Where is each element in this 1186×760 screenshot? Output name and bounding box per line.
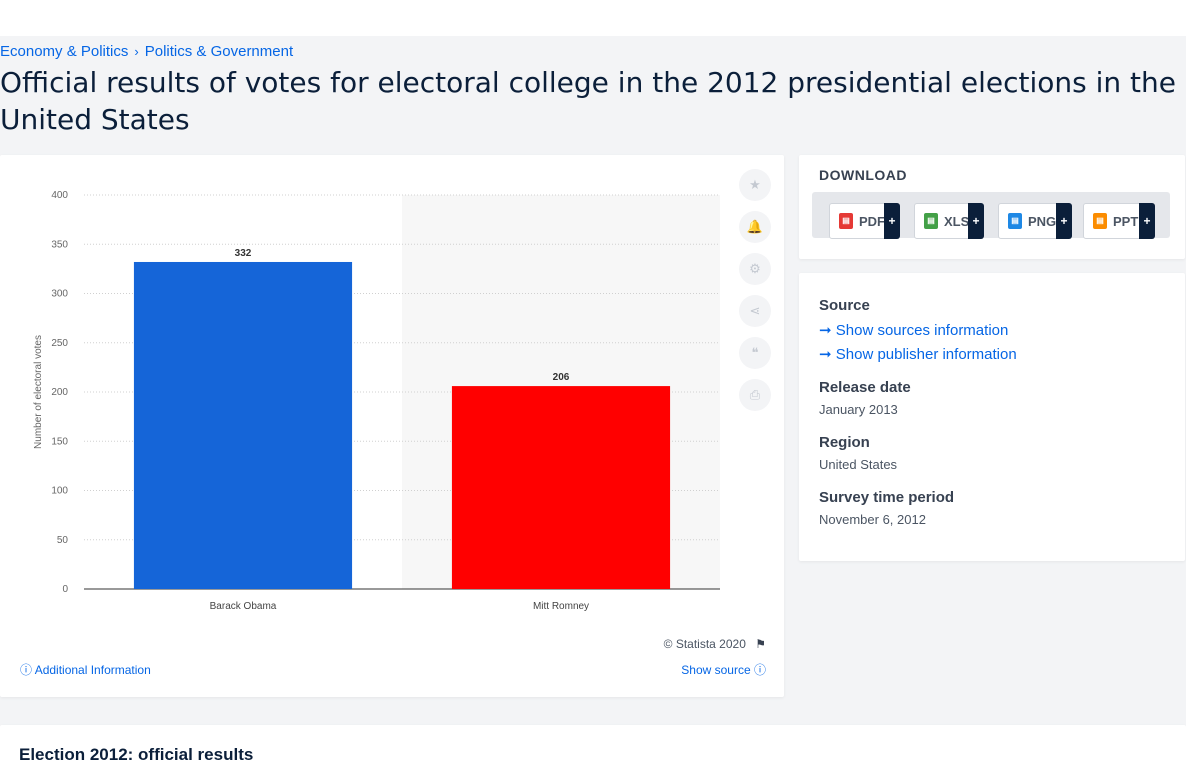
gear-icon[interactable]: ⚙ [739, 253, 771, 285]
quote-icon[interactable]: ❝ [739, 337, 771, 369]
plus-icon[interactable]: + [968, 203, 984, 239]
download-pdf-button[interactable]: ▤ PDF + [829, 203, 900, 239]
download-xls-button[interactable]: ▤ XLS + [914, 203, 984, 239]
release-date-label: Release date [819, 379, 911, 396]
png-file-icon: ▤ [1008, 213, 1022, 229]
related-content-card: Election 2012: official results [0, 725, 1186, 760]
breadcrumb-item-economy[interactable]: Economy & Politics [0, 43, 129, 60]
x-tick-label: Mitt Romney [533, 601, 589, 612]
print-icon[interactable]: ⎙ [739, 379, 771, 411]
breadcrumb: Economy & Politics › Politics & Governme… [0, 43, 293, 60]
arrow-right-icon: ➞ [819, 322, 832, 339]
xls-file-icon: ▤ [924, 213, 938, 229]
arrow-right-icon: ➞ [819, 346, 832, 363]
download-pdf-label: PDF [859, 213, 885, 229]
download-heading: DOWNLOAD [819, 167, 907, 183]
show-publisher-link[interactable]: ➞ Show publisher information [819, 345, 1017, 363]
info-circle-icon: ⓘ [20, 663, 33, 677]
bar-chart: 0 50 100 150 200 250 300 350 400 Number of electo… [33, 190, 720, 612]
show-source-label: Show source [681, 663, 751, 677]
data-label: 206 [553, 372, 570, 383]
additional-information-link[interactable]: ⓘ Additional Information [20, 661, 151, 678]
region-label: Region [819, 434, 870, 451]
y-tick-label: 200 [51, 387, 68, 398]
copyright-label: © Statista 2020 [663, 637, 746, 651]
statistic-info-card: Source ➞ Show sources information ➞ Show… [799, 273, 1185, 561]
copyright-text: © Statista 2020 ⚑ [664, 637, 766, 651]
bar-barack-obama [133, 261, 353, 589]
y-tick-label: 400 [51, 190, 68, 201]
download-xls-label: XLS [944, 213, 970, 229]
y-tick-label: 250 [51, 338, 68, 349]
star-icon[interactable]: ★ [739, 169, 771, 201]
download-png-label: PNG [1028, 213, 1057, 229]
info-circle-icon: ⓘ [753, 663, 766, 677]
y-tick-label: 100 [51, 486, 68, 497]
y-tick-label: 300 [51, 289, 68, 300]
download-ppt-label: PPT [1113, 213, 1139, 229]
data-label: 332 [235, 248, 252, 259]
plus-icon[interactable]: + [1139, 203, 1155, 239]
show-sources-link[interactable]: ➞ Show sources information [819, 321, 1008, 339]
plus-icon[interactable]: + [1056, 203, 1072, 239]
download-png-button[interactable]: ▤ PNG + [998, 203, 1072, 239]
chart-card: 0 50 100 150 200 250 300 350 400 Number of electo… [0, 155, 784, 697]
release-date-value: January 2013 [819, 402, 898, 417]
bell-icon[interactable]: 🔔 [739, 211, 771, 243]
show-source-link[interactable]: Show source ⓘ [681, 661, 766, 678]
y-tick-label: 350 [51, 239, 68, 250]
related-heading: Election 2012: official results [19, 745, 254, 760]
page-title: Official results of votes for electoral … [0, 66, 1176, 136]
bar-mitt-romney [451, 386, 671, 589]
y-tick-label: 150 [51, 436, 68, 447]
pdf-file-icon: ▤ [839, 213, 853, 229]
share-icon[interactable]: ⋖ [739, 295, 771, 327]
x-tick-label: Barack Obama [210, 601, 277, 612]
source-label: Source [819, 297, 870, 314]
chevron-right-icon: › [134, 44, 139, 59]
ppt-file-icon: ▤ [1093, 213, 1107, 229]
flag-icon[interactable]: ⚑ [755, 637, 766, 651]
region-value: United States [819, 457, 898, 472]
y-axis-label: Number of electoral votes [33, 335, 44, 449]
show-publisher-label: Show publisher information [835, 346, 1017, 363]
plus-icon[interactable]: + [884, 203, 900, 239]
y-tick-label: 50 [57, 535, 69, 546]
additional-information-label: Additional Information [34, 663, 151, 677]
y-tick-label: 0 [62, 584, 68, 595]
download-ppt-button[interactable]: ▤ PPT + [1083, 203, 1155, 239]
survey-period-value: November 6, 2012 [819, 512, 926, 527]
survey-period-label: Survey time period [819, 489, 955, 506]
download-card: DOWNLOAD ▤ PDF + ▤ XLS + ▤ PNG + ▤ PPT + [799, 155, 1185, 259]
top-navigation-bar [0, 0, 1186, 36]
show-sources-label: Show sources information [835, 322, 1009, 339]
breadcrumb-item-politics[interactable]: Politics & Government [144, 43, 294, 60]
